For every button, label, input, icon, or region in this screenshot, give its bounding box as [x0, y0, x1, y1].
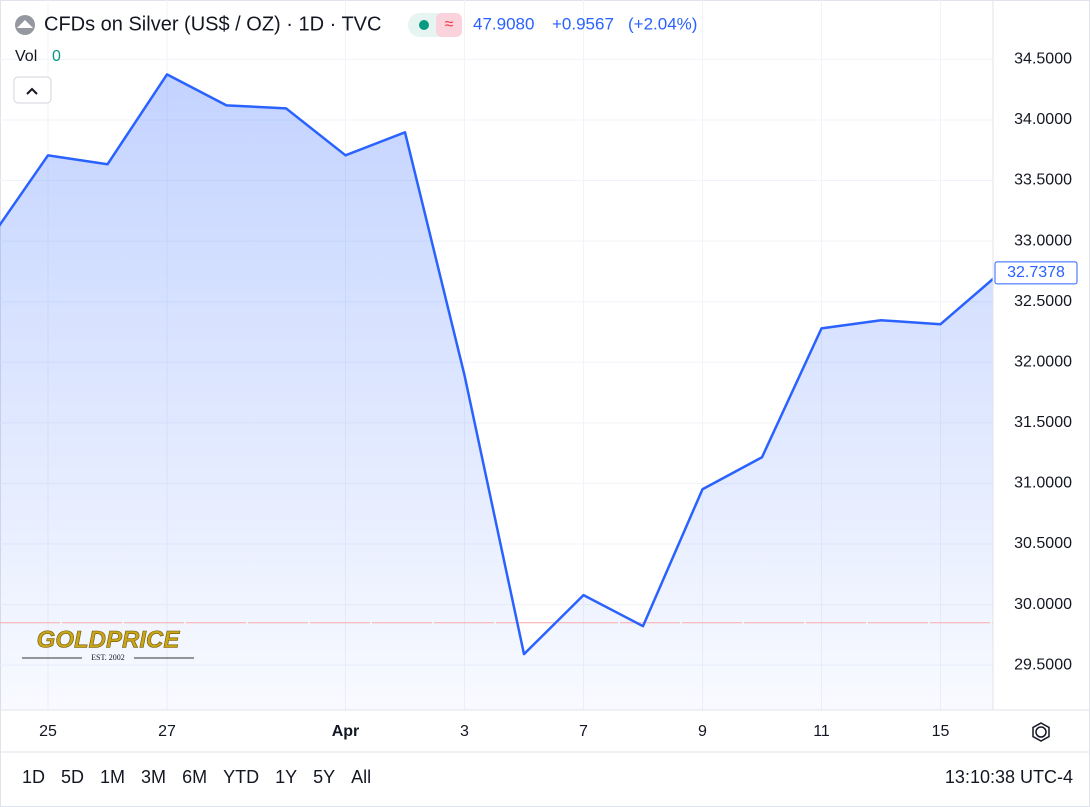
range-button[interactable]: 1M: [100, 767, 125, 787]
x-tick-label: 11: [813, 723, 830, 740]
logo-est: EST. 2002: [91, 653, 125, 662]
y-tick-label: 34.0000: [1014, 111, 1072, 128]
price-line: [0, 73, 993, 656]
y-tick-label: 30.5000: [1014, 535, 1072, 552]
y-tick-label: 34.5000: [1014, 51, 1072, 68]
x-tick-label: 7: [579, 723, 588, 740]
vol-value: 0: [52, 48, 61, 65]
range-button[interactable]: All: [351, 767, 371, 787]
symbol-title: CFDs on Silver (US$ / OZ) · 1D · TVC: [44, 13, 381, 35]
vol-label: Vol: [15, 48, 37, 65]
market-open-dot: [419, 20, 429, 30]
logo-text: GOLDPRICE: [37, 626, 181, 653]
status-badge: [436, 13, 462, 37]
y-tick-label: 31.5000: [1014, 414, 1072, 431]
axes: 29.5000 30.0000 30.5000 31.0000 31.5000 32.00…: [39, 51, 1078, 740]
x-tick-label: 25: [39, 723, 57, 740]
x-tick-label: Apr: [332, 723, 360, 740]
range-button[interactable]: YTD: [223, 767, 259, 787]
plot: [0, 73, 993, 710]
clock: 13:10:38 UTC-4: [945, 767, 1073, 787]
last-price-tag: [994, 261, 1078, 285]
last-price-label: 32.7378: [1007, 264, 1065, 281]
delayed-icon: ≈: [445, 16, 454, 33]
symbol-icon: [17, 20, 33, 28]
y-tick-label: 30.0000: [1014, 596, 1072, 613]
collapse-icon: [26, 87, 38, 95]
y-tick-label: 32.5000: [1014, 293, 1072, 310]
range-button[interactable]: 6M: [182, 767, 207, 787]
range-button[interactable]: 5D: [61, 767, 84, 787]
y-tick-label: 31.0000: [1014, 475, 1072, 492]
y-tick-label: 33.5000: [1014, 172, 1072, 189]
change-pct: (+2.04%): [628, 14, 697, 33]
area-fill: [0, 74, 993, 710]
range-button[interactable]: 3M: [141, 767, 166, 787]
y-tick-label: 29.5000: [1014, 656, 1072, 673]
range-button[interactable]: 1D: [22, 767, 45, 787]
price: 47.9080: [473, 14, 534, 33]
footer: 1D 5D 1M 3M 6M YTD 1Y 5Y All: [22, 767, 371, 787]
x-tick-label: 3: [460, 723, 469, 740]
range-button[interactable]: 5Y: [313, 767, 335, 787]
y-tick-label: 32.0000: [1014, 353, 1072, 370]
range-button[interactable]: 1Y: [275, 767, 297, 787]
x-tick-label: 27: [158, 723, 176, 740]
settings-icon[interactable]: [1032, 722, 1050, 742]
x-tick-label: 15: [932, 723, 950, 740]
change: +0.9567: [552, 14, 614, 33]
y-tick-label: 33.0000: [1014, 232, 1072, 249]
settings-icon[interactable]: [1035, 726, 1047, 738]
x-tick-label: 9: [698, 723, 707, 740]
